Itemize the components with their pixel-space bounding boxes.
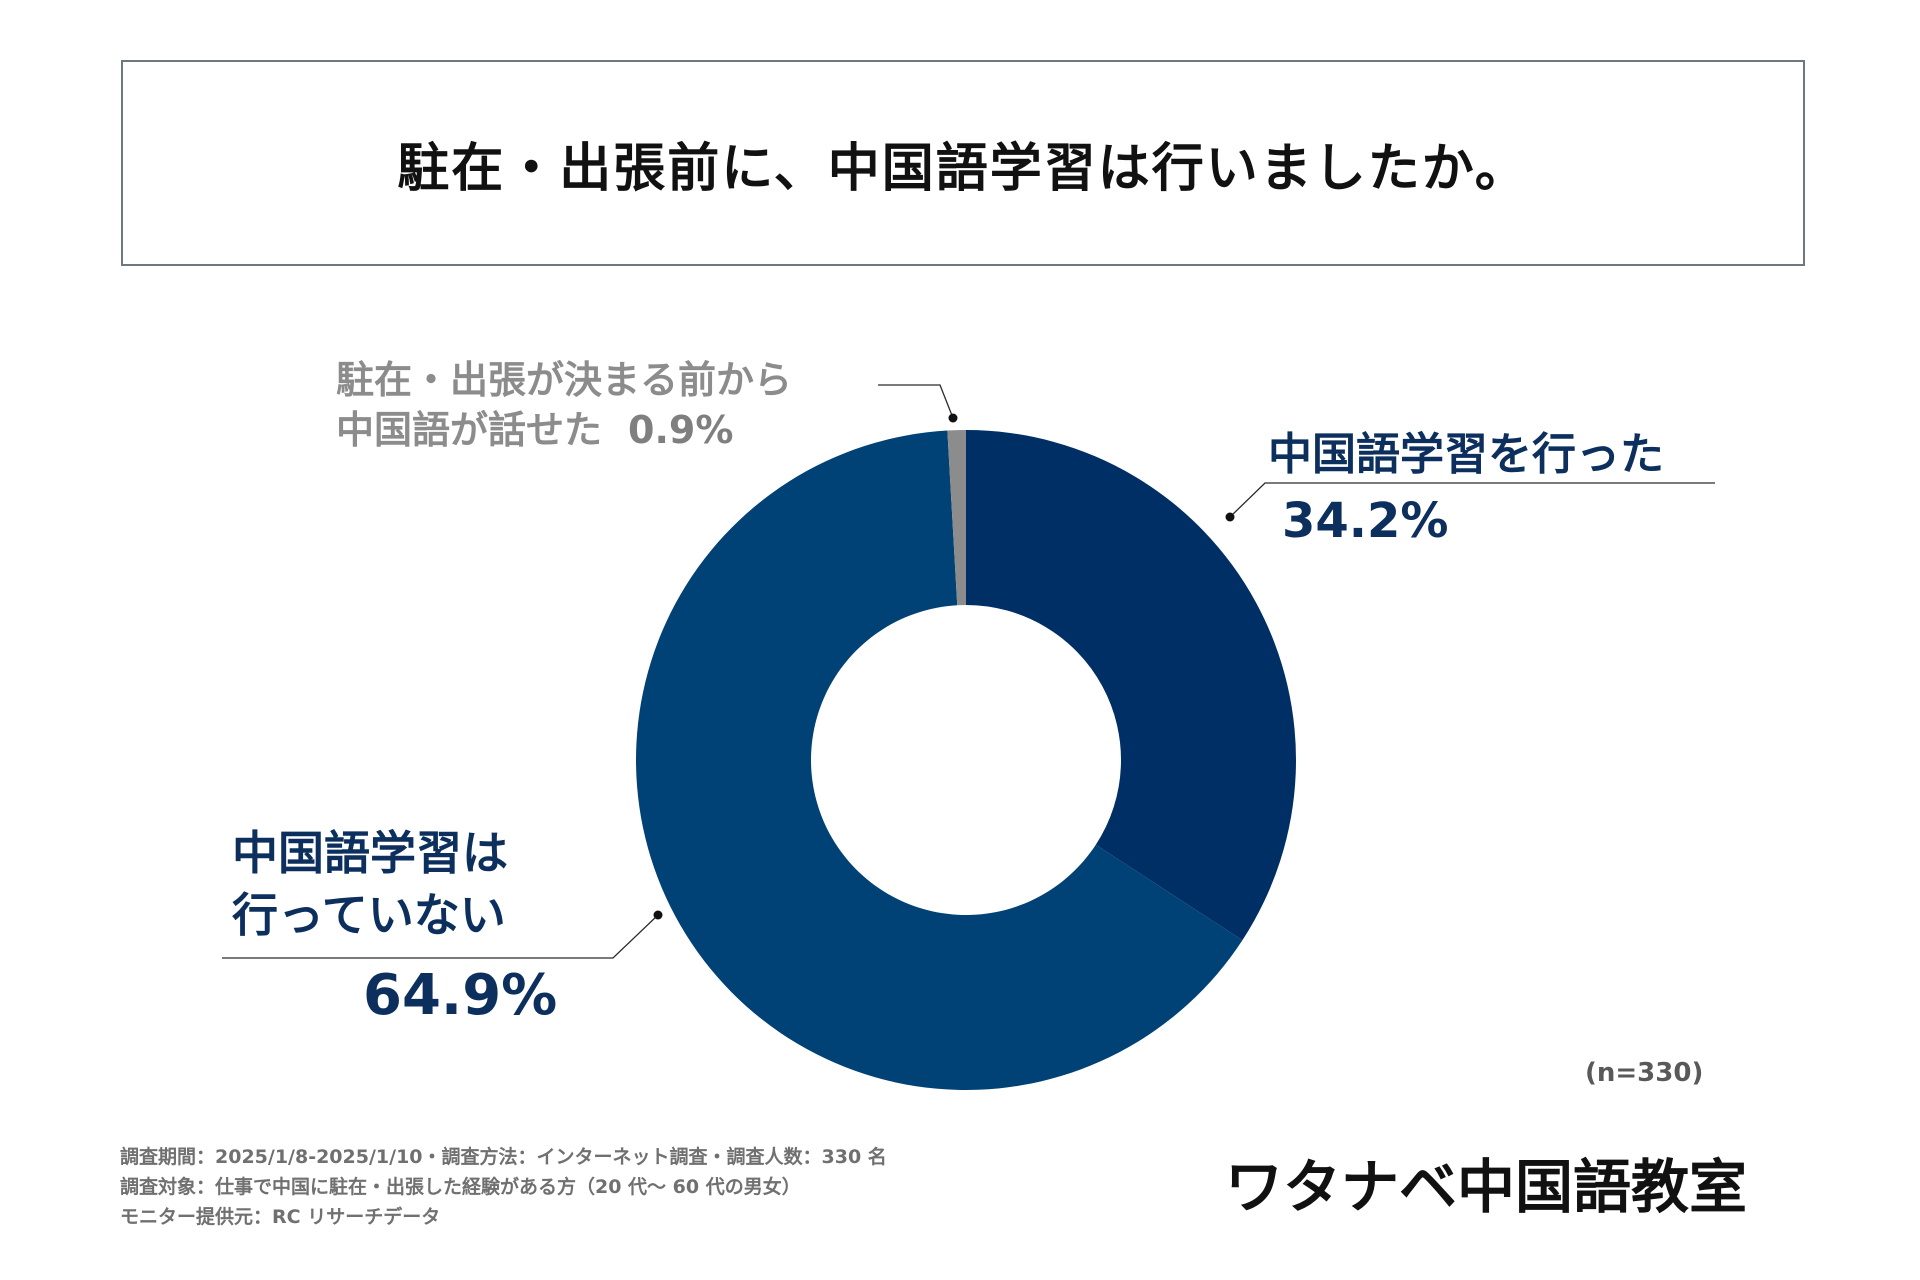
brand-logo-text: ワタナベ中国語教室	[1225, 1153, 1748, 1221]
footnotes: 調査期間：2025/1/8-2025/1/10・調査方法：インターネット調査・調…	[120, 1142, 887, 1232]
leader-dot-not	[653, 910, 663, 920]
sample-size: (n=330)	[1585, 1058, 1704, 1088]
slice-label-not-line2: 行っていない	[232, 888, 506, 942]
slice-label-could-line2: 中国語が話せた	[336, 408, 603, 452]
donut-slice-not	[636, 430, 1243, 1091]
slice-value-did: 34.2%	[1282, 493, 1449, 549]
chart-title: 駐在・出張前に、中国語学習は行いましたか。	[397, 138, 1529, 199]
slice-label-could-line1: 駐在・出張が決まる前から	[336, 358, 793, 402]
slice-value-not: 64.9%	[363, 963, 558, 1028]
slice-label-did: 中国語学習を行った	[1268, 429, 1664, 480]
leader-line-not	[222, 914, 659, 959]
leader-line-could	[878, 384, 954, 419]
leader-line-did	[1229, 482, 1715, 518]
slice-value-could: 0.9%	[628, 408, 734, 452]
slice-label-could: 駐在・出張が決まる前から 中国語が話せた 0.9%	[336, 355, 792, 455]
title-box: 駐在・出張前に、中国語学習は行いましたか。	[121, 60, 1805, 266]
leader-dot-did	[1225, 512, 1235, 522]
footnote-period: 調査期間：2025/1/8-2025/1/10・調査方法：インターネット調査・調…	[120, 1146, 887, 1168]
slice-label-not: 中国語学習は 行っていない	[232, 822, 508, 946]
footnote-target: 調査対象：仕事で中国に駐在・出張した経験がある方（20 代～ 60 代の男女）	[120, 1176, 801, 1198]
donut-slice-could	[947, 430, 966, 606]
leader-dot-could	[948, 413, 958, 423]
donut-slice-did	[966, 430, 1296, 941]
footnote-provider: モニター提供元：RC リサーチデータ	[120, 1206, 441, 1228]
slice-label-not-line1: 中国語学習は	[232, 826, 508, 880]
